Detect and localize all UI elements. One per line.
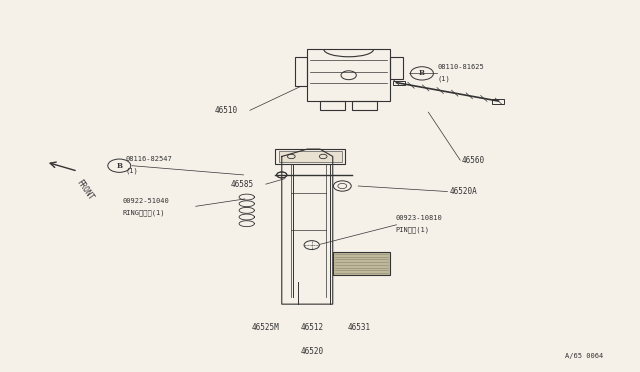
Text: 46525M: 46525M <box>252 323 280 332</box>
Bar <box>320 101 346 110</box>
Text: PINピン(1): PINピン(1) <box>395 227 429 233</box>
Bar <box>492 99 504 104</box>
Bar <box>307 49 390 101</box>
Text: (1): (1) <box>438 75 451 82</box>
Text: 46585: 46585 <box>231 180 254 189</box>
Text: 46520: 46520 <box>300 347 323 356</box>
Circle shape <box>276 172 287 178</box>
Bar <box>294 57 307 86</box>
Text: 46510: 46510 <box>215 106 238 115</box>
Bar <box>390 57 403 79</box>
Text: B: B <box>419 70 425 77</box>
Text: 46531: 46531 <box>348 323 371 332</box>
Text: 46560: 46560 <box>462 155 485 165</box>
Bar <box>352 101 378 110</box>
Bar <box>275 149 346 164</box>
Text: 00922-51040: 00922-51040 <box>122 198 169 204</box>
Text: 08110-81625: 08110-81625 <box>438 64 484 70</box>
Text: A/65 0064: A/65 0064 <box>565 353 604 359</box>
Text: 00923-10810: 00923-10810 <box>395 215 442 221</box>
Bar <box>394 81 404 85</box>
Text: RINGリング(1): RINGリング(1) <box>122 209 165 215</box>
Text: 46512: 46512 <box>300 323 323 332</box>
Text: 08116-82547: 08116-82547 <box>125 156 172 162</box>
Bar <box>333 253 390 275</box>
Text: 46520A: 46520A <box>449 187 477 196</box>
Text: (1): (1) <box>125 167 138 174</box>
Text: FRONT: FRONT <box>75 178 95 202</box>
Text: B: B <box>116 162 122 170</box>
Bar <box>278 151 342 162</box>
